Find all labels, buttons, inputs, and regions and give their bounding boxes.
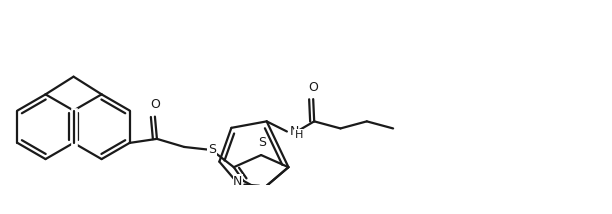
Text: N: N [289,125,299,138]
Text: S: S [208,143,216,156]
Text: O: O [308,80,318,94]
Text: S: S [258,137,266,150]
Text: H: H [294,129,303,140]
Text: N: N [233,175,242,188]
Text: O: O [150,98,160,111]
